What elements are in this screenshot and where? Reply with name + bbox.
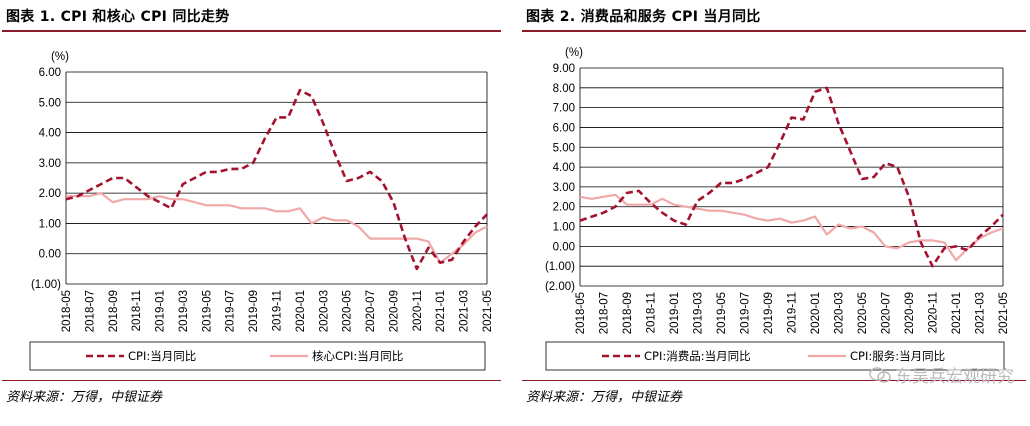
x-tick-label: 2019-09 [763,292,775,334]
x-tick-label: 2018-09 [108,290,120,332]
y-tick-label: 0.00 [553,241,575,253]
x-tick-label: 2018-07 [599,292,611,334]
series-line-dashed [579,86,1004,268]
series-line-dashed [65,88,488,271]
x-tick-label: 2021-05 [482,290,494,332]
x-tick-label: 2020-01 [295,290,307,332]
y-unit-label: (%) [51,51,69,63]
x-tick-label: 2020-07 [881,292,893,334]
x-tick-label: 2019-03 [693,292,705,334]
x-tick-label: 2019-03 [178,290,190,332]
x-tick-label: 2019-07 [740,292,752,334]
x-tick-label: 2019-01 [155,290,167,332]
x-tick-label: 2018-11 [131,290,143,331]
y-tick-label: 3.00 [39,158,61,170]
y-tick-label: (1.00) [545,261,575,273]
x-tick-label: 2020-03 [318,290,330,332]
x-tick-label: 2021-05 [998,292,1010,334]
x-tick-label: 2019-05 [201,290,213,332]
chart-title: 图表 1. CPI 和核心 CPI 同比走势 [6,9,230,25]
x-tick-label: 2020-11 [928,292,940,333]
x-tick-label: 2021-01 [951,292,963,334]
legend-label: CPI:服务:当月同比 [850,349,945,363]
y-tick-label: 1.00 [553,222,575,234]
y-tick-label: 0.00 [39,249,61,261]
title-divider [2,30,501,32]
y-tick-label: 4.00 [553,162,575,174]
y-unit-label: (%) [565,47,583,59]
y-tick-label: 1.00 [39,218,61,230]
source-note: 资料来源：万得，中银证券 [6,390,163,405]
x-tick-label: 2020-01 [810,292,822,334]
watermark-text: 东吴兵宏观研究 [895,367,1014,387]
x-tick-label: 2020-05 [857,292,869,334]
legend-box [29,341,486,371]
title-divider [522,30,1026,32]
x-tick-label: 2019-11 [272,290,284,331]
x-tick-label: 2019-05 [716,292,728,334]
x-tick-label: 2019-01 [669,292,681,334]
chart-panel-2: 图表 2. 消费品和服务 CPI 当月同比 (%) 9.00 8.00 7.00 6.0… [520,0,1030,426]
x-tick-label: 2021-03 [975,292,987,334]
y-tick-label: 4.00 [39,128,61,140]
y-tick-label: 2.00 [553,202,575,214]
y-tick-label: 8.00 [553,83,575,95]
wechat-icon [869,366,891,383]
x-tick-label: 2019-11 [787,292,799,333]
x-tick-label: 2021-01 [435,290,447,332]
x-tick-label: 2020-09 [904,292,916,334]
cpi-core-cpi-line-chart: (%)6.005.004.003.002.001.000.00(1.00)201… [29,51,494,371]
x-tick-label: 2020-07 [365,290,377,332]
y-tick-label: 2.00 [39,188,61,200]
source-divider [2,380,501,381]
x-tick-label: 2020-05 [342,290,354,332]
x-tick-label: 2018-11 [646,292,658,333]
chart-panel-1: 图表 1. CPI 和核心 CPI 同比走势 (%) 6.00 5.00 4.00 3.… [0,0,505,426]
watermark: 东吴兵宏观研究 [869,362,1014,387]
y-tick-label: 3.00 [553,182,575,194]
legend-label: 核心CPI:当月同比 [312,349,403,363]
x-tick-label: 2018-09 [622,292,634,334]
y-tick-label: (1.00) [31,279,61,291]
x-tick-label: 2018-05 [61,290,73,332]
y-tick-label: 6.00 [39,67,61,79]
goods-services-cpi-line-chart: (%) 9.00 8.00 7.00 6.00 5.00 4.00 3.00 2.00 1.00 0… [545,47,1010,371]
x-tick-label: 2018-07 [84,290,96,332]
series-line-solid [66,192,488,264]
source-divider [522,380,1026,381]
legend-label: CPI:消费品:当月同比 [644,349,751,363]
legend-label: CPI:当月同比 [128,349,196,363]
legend-box [545,341,1005,371]
source-note: 资料来源：万得，中银证券 [526,390,683,405]
x-tick-label: 2018-05 [575,292,587,334]
y-tick-label: 9.00 [553,63,575,75]
y-tick-label: 5.00 [553,142,575,154]
chart-title: 图表 2. 消费品和服务 CPI 当月同比 [526,9,761,25]
x-tick-label: 2019-09 [248,290,260,332]
series-line-solid [579,193,1004,262]
x-tick-label: 2020-09 [388,290,400,332]
y-tick-label: 6.00 [553,122,575,134]
x-tick-label: 2020-03 [834,292,846,334]
y-tick-label: 5.00 [39,97,61,109]
y-tick-label: 7.00 [553,103,575,115]
x-tick-label: 2021-03 [459,290,471,332]
x-tick-label: 2020-11 [412,290,424,331]
y-tick-label: (2.00) [545,281,575,293]
x-tick-label: 2019-07 [225,290,237,332]
